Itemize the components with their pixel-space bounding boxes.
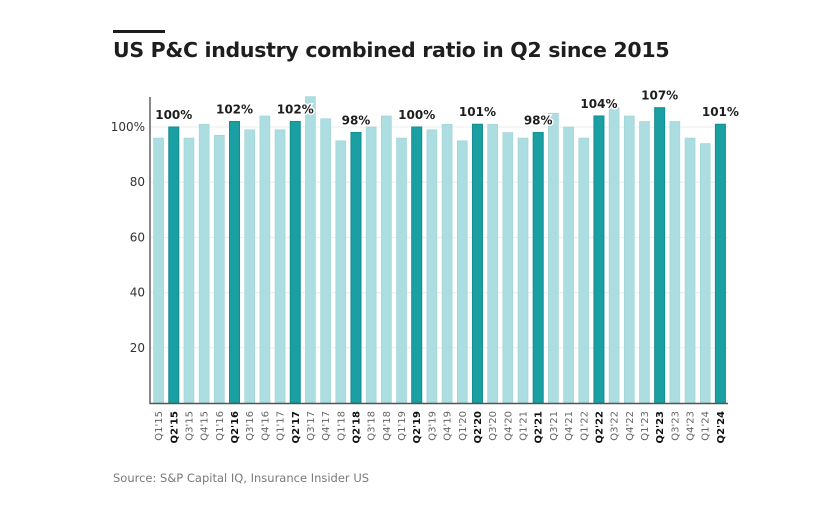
x-tick-label: Q2'17 [291, 411, 302, 443]
x-tick-label: Q4'15 [200, 411, 211, 441]
data-labels: 100% 102% 102% 98% 100% 101% 98% 104% 107% 101% [154, 87, 741, 129]
bar [456, 140, 468, 404]
data-label: 100% [398, 108, 435, 122]
x-tick-label: Q2'18 [351, 411, 362, 443]
y-tick-label: 80 [130, 175, 145, 189]
x-tick-label: Q3'20 [488, 411, 499, 441]
bar-highlighted [654, 107, 666, 404]
bar [608, 107, 620, 404]
data-label: 104% [580, 97, 617, 111]
chart-title: US P&C industry combined ratio in Q2 sin… [113, 38, 670, 62]
bar [563, 126, 574, 404]
y-tick-label: 40 [130, 286, 145, 300]
bar [517, 137, 529, 404]
x-tick-label: Q1'20 [458, 411, 469, 441]
bar [548, 112, 559, 404]
x-tick-label: Q2'24 [716, 411, 727, 443]
bar [214, 134, 225, 404]
x-tick-label: Q2'21 [534, 411, 545, 443]
bar-highlighted [350, 132, 362, 404]
x-tick-label: Q3'15 [184, 411, 195, 441]
bar [396, 137, 407, 404]
bar-highlighted [532, 132, 544, 404]
source-note: Source: S&P Capital IQ, Insurance Inside… [113, 471, 370, 485]
bar [153, 137, 164, 404]
bar-highlighted [471, 123, 483, 404]
bar [502, 132, 514, 404]
bar [305, 96, 316, 404]
x-tick-label: Q1'16 [215, 411, 226, 441]
x-tick-label: Q4'20 [503, 411, 514, 441]
data-label: 101% [459, 105, 496, 119]
x-tick-label: Q1'22 [579, 411, 590, 441]
bar [669, 121, 681, 404]
x-tick-label: Q4'22 [625, 411, 636, 441]
bar [183, 137, 195, 404]
x-tick-label: Q2'22 [594, 411, 605, 443]
y-tick-label: 60 [130, 230, 145, 244]
data-label: 100% [155, 108, 192, 122]
x-tick-label: Q3'19 [427, 411, 438, 441]
x-axis: Q1'15 Q2'15 Q3'15 Q4'15 Q1'16 Q2'16 Q3'16 Q4'16… [150, 402, 728, 443]
bar [699, 143, 711, 404]
data-label: 102% [216, 102, 253, 116]
y-axis: 20 40 60 80 100% [111, 97, 151, 404]
bar [244, 129, 256, 404]
bar [259, 115, 271, 404]
x-tick-label: Q1'18 [336, 411, 347, 441]
x-tick-label: Q4'17 [321, 411, 332, 441]
data-label: 98% [524, 114, 553, 128]
data-label: 107% [641, 89, 678, 103]
x-tick-label: Q4'21 [564, 411, 575, 441]
x-tick-label: Q3'22 [610, 411, 621, 441]
data-label: 101% [702, 105, 739, 119]
x-tick-label: Q4'18 [382, 411, 393, 441]
x-tick-label: Q4'16 [260, 411, 271, 441]
bar [426, 129, 438, 404]
y-tick-label: 100% [111, 120, 145, 134]
bar [335, 140, 347, 404]
x-tick-label: Q2'16 [230, 411, 241, 443]
bar-highlighted [714, 123, 726, 404]
bar [639, 121, 650, 404]
bar [441, 123, 453, 404]
y-tick-label: 20 [130, 341, 145, 355]
bar [274, 129, 286, 404]
bar-highlighted [593, 115, 605, 404]
x-tick-label: Q1'17 [276, 411, 287, 441]
x-tick-label: Q4'23 [686, 411, 697, 441]
x-tick-label: Q4'19 [443, 411, 454, 441]
bar [623, 115, 635, 404]
bar-highlighted [411, 126, 423, 404]
bar-highlighted [229, 120, 241, 404]
x-tick-label: Q1'19 [397, 411, 408, 441]
bar [684, 137, 696, 404]
bar [487, 123, 498, 404]
data-label: 102% [277, 102, 314, 116]
x-tick-label: Q3'23 [670, 411, 681, 441]
bar-highlighted [168, 126, 180, 404]
x-tick-label: Q3'17 [306, 411, 317, 441]
x-tick-label: Q2'23 [655, 411, 666, 443]
bar [381, 115, 392, 404]
bars [153, 96, 726, 404]
x-tick-label: Q2'15 [169, 411, 180, 443]
bar [198, 123, 210, 404]
x-tick-label: Q1'23 [640, 411, 651, 441]
x-tick-label: Q1'21 [519, 411, 530, 441]
x-tick-label: Q3'18 [367, 411, 378, 441]
x-tick-label: Q3'16 [245, 411, 256, 441]
title-accent-rule [113, 30, 165, 33]
x-tick-label: Q1'15 [154, 411, 165, 441]
bar [320, 118, 331, 404]
x-tick-label: Q2'20 [473, 411, 484, 443]
bar [365, 126, 377, 404]
x-tick-label: Q1'24 [701, 411, 712, 441]
bar-highlighted [289, 120, 301, 404]
x-tick-label: Q3'21 [549, 411, 560, 441]
x-tick-label: Q2'19 [412, 411, 423, 443]
bar [578, 137, 590, 404]
data-label: 98% [342, 114, 371, 128]
